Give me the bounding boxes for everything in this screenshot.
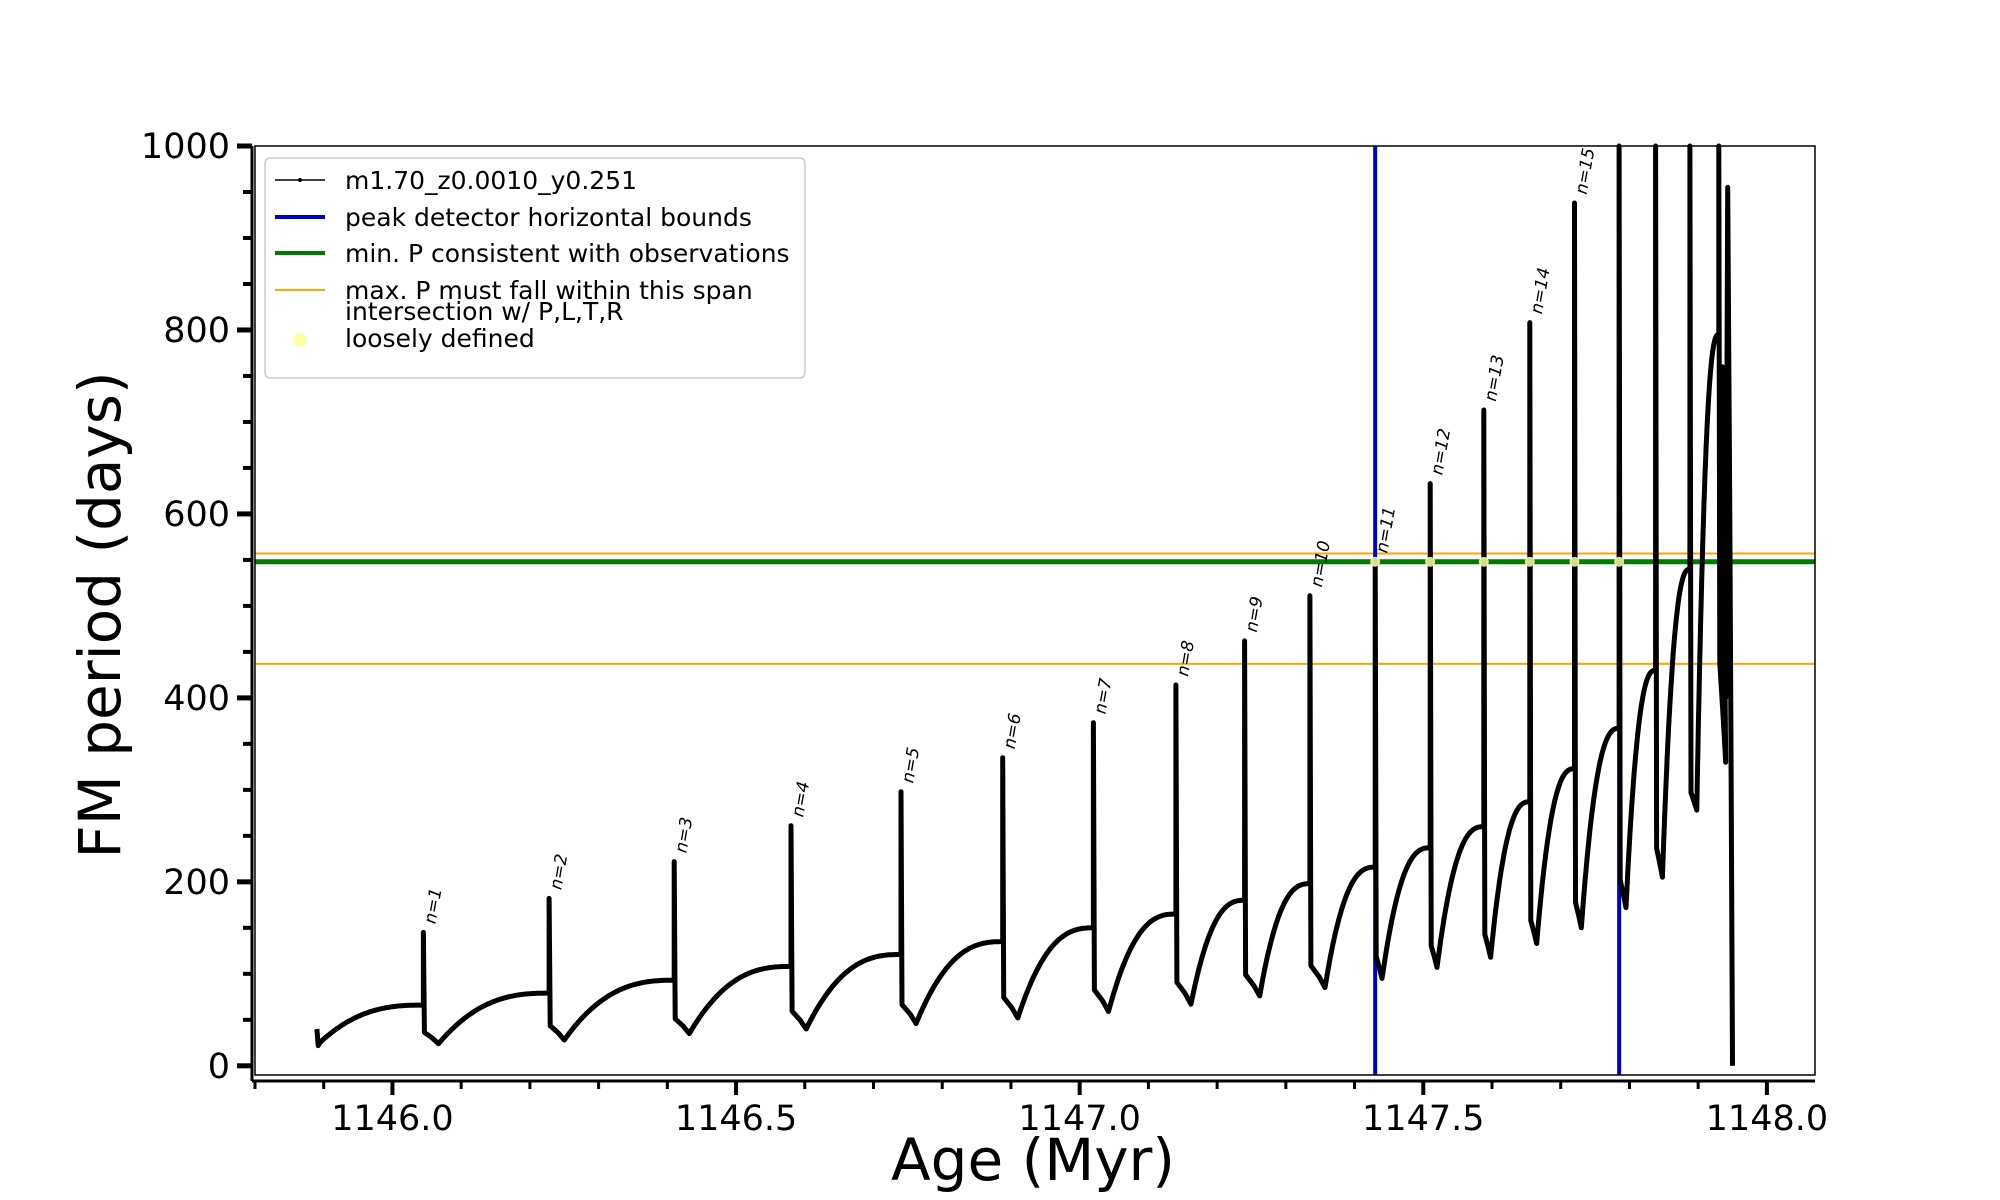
legend-label-3: max. P must fall within this span: [345, 276, 753, 305]
y-tick-label-3: 600: [163, 495, 230, 535]
y-tick-label-4: 800: [163, 311, 230, 351]
x-tick-label-2: 1147.0: [1018, 1099, 1140, 1139]
legend-label-0: m1.70_z0.0010_y0.251: [345, 166, 637, 195]
axes-layer: 0 200 400 600 800 1000 1146.0 1146.5 1147.0 1147.…: [141, 127, 1828, 1139]
plot-frame: [254, 145, 1816, 1076]
legend-label-4: intersection w/ P,L,T,R: [345, 297, 624, 326]
legend-label-2: min. P consistent with observations: [345, 239, 790, 268]
legend-label-4: loosely defined: [345, 324, 535, 353]
intersection-point-0: [1370, 556, 1381, 567]
intersection-point-5: [1614, 556, 1625, 567]
x-axis-label: Age (Myr): [891, 1126, 1175, 1194]
x-tick-label-1: 1146.5: [675, 1099, 797, 1139]
legend-label-1: peak detector horizontal bounds: [345, 203, 752, 232]
series-line: [314, 143, 1735, 1066]
legend-marker-0: [298, 178, 302, 182]
legend-box: [264, 157, 806, 379]
x-tick-label-3: 1147.5: [1362, 1099, 1484, 1139]
intersection-point-1: [1425, 556, 1436, 567]
y-tick-label-0: 0: [208, 1047, 230, 1087]
y-tick-label-5: 1000: [141, 127, 230, 167]
y-axis-label: FM period (days): [66, 371, 134, 858]
y-tick-label-1: 200: [163, 863, 230, 903]
legend-swatch-4: [293, 333, 307, 347]
x-tick-label-0: 1146.0: [331, 1099, 453, 1139]
intersection-point-2: [1478, 556, 1489, 567]
x-tick-label-4: 1148.0: [1706, 1099, 1828, 1139]
y-tick-label-2: 400: [163, 679, 230, 719]
intersection-point-4: [1569, 556, 1580, 567]
intersection-point-3: [1524, 556, 1535, 567]
